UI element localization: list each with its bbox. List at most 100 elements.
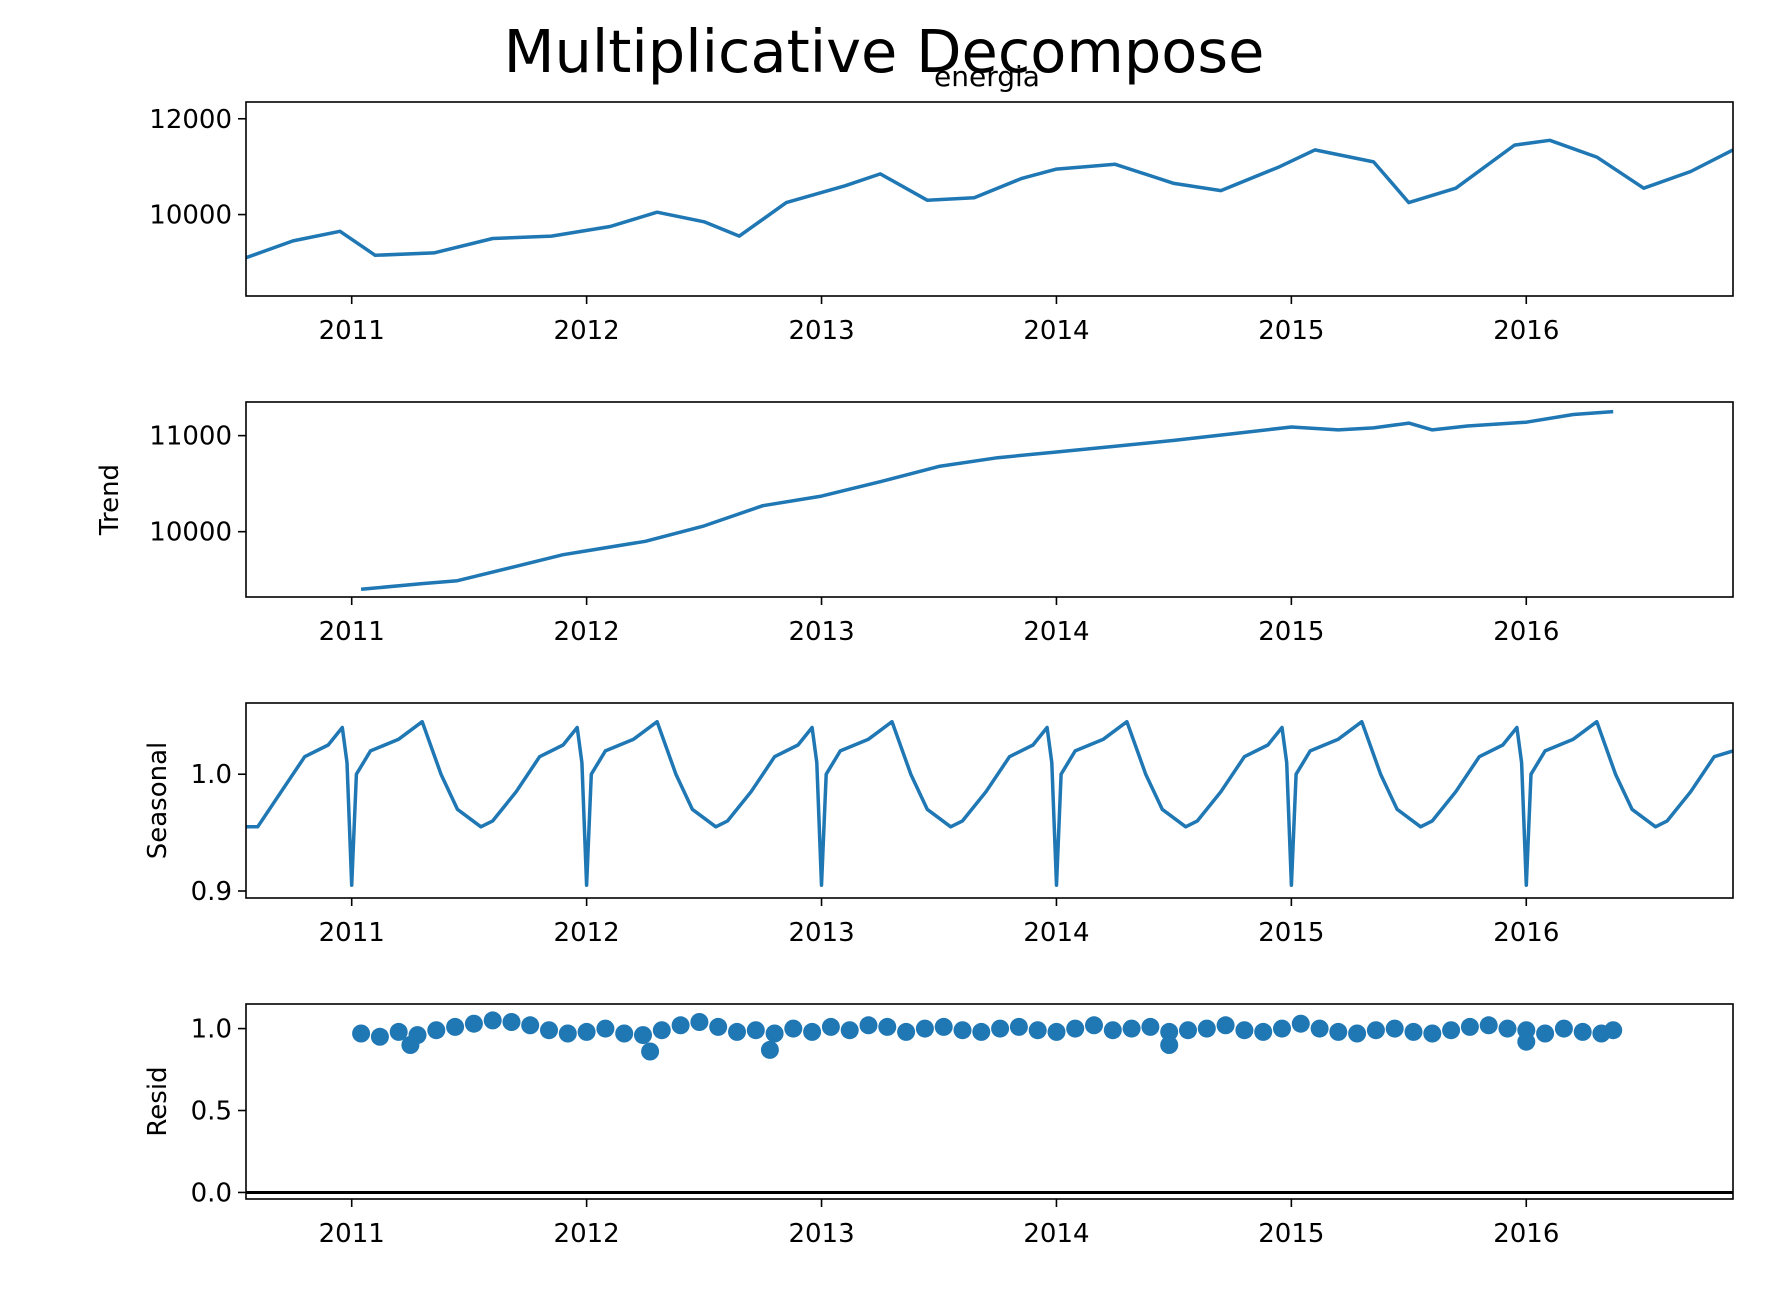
y-tick-label: 0.0 <box>191 1178 232 1208</box>
resid-point <box>1254 1022 1273 1041</box>
resid-point <box>1366 1021 1385 1040</box>
resid-point <box>840 1021 859 1040</box>
y-tick-label: 1.0 <box>191 1015 232 1045</box>
resid-point <box>1442 1021 1461 1040</box>
resid-point <box>540 1021 558 1040</box>
y-axis-label: Resid <box>143 1066 173 1136</box>
x-tick-label: 2016 <box>1493 1219 1559 1249</box>
axes-frame <box>245 401 1734 598</box>
resid-point <box>1604 1021 1623 1040</box>
resid-point <box>370 1027 389 1046</box>
resid-point <box>878 1017 897 1036</box>
series-line <box>245 138 1734 260</box>
resid-point <box>1291 1014 1310 1033</box>
x-tick-label: 2015 <box>1258 617 1324 647</box>
resid-point <box>897 1022 916 1041</box>
resid-point <box>521 1016 540 1035</box>
axes-frame <box>245 101 1734 297</box>
x-tick-label: 2016 <box>1493 918 1559 948</box>
y-tick-label: 10000 <box>149 201 232 231</box>
figure-title: Multiplicative Decompose <box>504 17 1265 86</box>
resid-point <box>446 1017 465 1036</box>
x-tick-label: 2015 <box>1258 1219 1324 1249</box>
resid-point <box>991 1019 1010 1038</box>
resid-point <box>615 1024 634 1043</box>
y-axis-label: Seasonal <box>143 742 173 860</box>
x-tick-label: 2011 <box>319 316 385 346</box>
resid-point <box>652 1021 671 1040</box>
x-tick-label: 2013 <box>788 1219 854 1249</box>
resid-point <box>1066 1019 1085 1038</box>
x-tick-label: 2013 <box>788 617 854 647</box>
resid-point <box>1235 1021 1254 1040</box>
resid-point <box>803 1022 822 1041</box>
resid-point <box>972 1022 991 1041</box>
x-tick-label: 2016 <box>1493 617 1559 647</box>
resid-point <box>1122 1019 1141 1038</box>
x-tick-label: 2015 <box>1258 316 1324 346</box>
x-tick-label: 2015 <box>1258 918 1324 948</box>
x-tick-label: 2012 <box>554 1219 620 1249</box>
resid-point <box>427 1021 446 1040</box>
resid-point <box>709 1017 728 1036</box>
series-line <box>360 409 1614 592</box>
resid-point <box>1197 1019 1216 1038</box>
panel-title: energia <box>934 60 1040 93</box>
resid-point <box>389 1022 408 1041</box>
resid-point <box>746 1021 765 1040</box>
resid-point <box>821 1017 840 1036</box>
resid-point <box>401 1036 420 1054</box>
resid-point <box>1573 1022 1592 1041</box>
x-tick-label: 2016 <box>1493 316 1559 346</box>
resid-point <box>1179 1021 1197 1040</box>
resid-point <box>483 1011 502 1030</box>
axes-frame <box>245 1003 1734 1200</box>
resid-point <box>934 1017 953 1036</box>
resid-point <box>1103 1021 1122 1040</box>
resid-point <box>953 1021 972 1040</box>
y-tick-label: 10000 <box>149 518 232 548</box>
panel-4: 2011 2012 2013 2014 2015 2016 0.0 0.5 1.0 Resid <box>143 1003 1734 1249</box>
resid-point <box>1404 1022 1423 1041</box>
resid-point <box>577 1022 596 1041</box>
resid-point <box>1423 1024 1442 1043</box>
x-tick-label: 2013 <box>788 918 854 948</box>
y-tick-label: 12000 <box>149 105 232 135</box>
resid-point <box>765 1024 784 1043</box>
resid-point <box>1009 1017 1028 1036</box>
x-tick-label: 2012 <box>554 617 620 647</box>
x-tick-label: 2014 <box>1023 617 1089 647</box>
x-tick-label: 2013 <box>788 316 854 346</box>
panel-3: 2011 2012 2013 2014 2015 2016 0.9 1.0 Seasonal <box>143 702 1734 948</box>
x-tick-label: 2014 <box>1023 316 1089 346</box>
resid-point <box>1385 1019 1404 1038</box>
resid-point <box>1536 1024 1555 1043</box>
x-tick-label: 2011 <box>319 1219 385 1249</box>
resid-point <box>1479 1016 1498 1035</box>
resid-point <box>1216 1016 1235 1035</box>
axes-frame <box>245 702 1734 899</box>
y-tick-label: 11000 <box>149 422 232 452</box>
resid-point <box>915 1019 934 1038</box>
resid-point <box>1028 1021 1047 1040</box>
panel-2: 2011 2012 2013 2014 2015 2016 10000 11000 Trend <box>95 401 1734 647</box>
x-tick-label: 2012 <box>554 316 620 346</box>
resid-point <box>859 1016 878 1035</box>
x-tick-label: 2014 <box>1023 918 1089 948</box>
resid-point <box>1273 1019 1291 1038</box>
resid-point <box>728 1022 746 1041</box>
y-axis-label: Trend <box>95 464 125 536</box>
resid-point <box>1160 1036 1179 1054</box>
resid-point <box>1047 1022 1066 1041</box>
resid-point <box>1141 1017 1160 1036</box>
resid-point <box>1348 1024 1367 1043</box>
x-tick-label: 2011 <box>319 918 385 948</box>
resid-point <box>641 1042 660 1061</box>
x-tick-label: 2012 <box>554 918 620 948</box>
resid-point <box>352 1024 371 1043</box>
resid-point <box>558 1024 577 1043</box>
y-tick-label: 1.0 <box>191 760 232 790</box>
x-tick-label: 2011 <box>319 617 385 647</box>
